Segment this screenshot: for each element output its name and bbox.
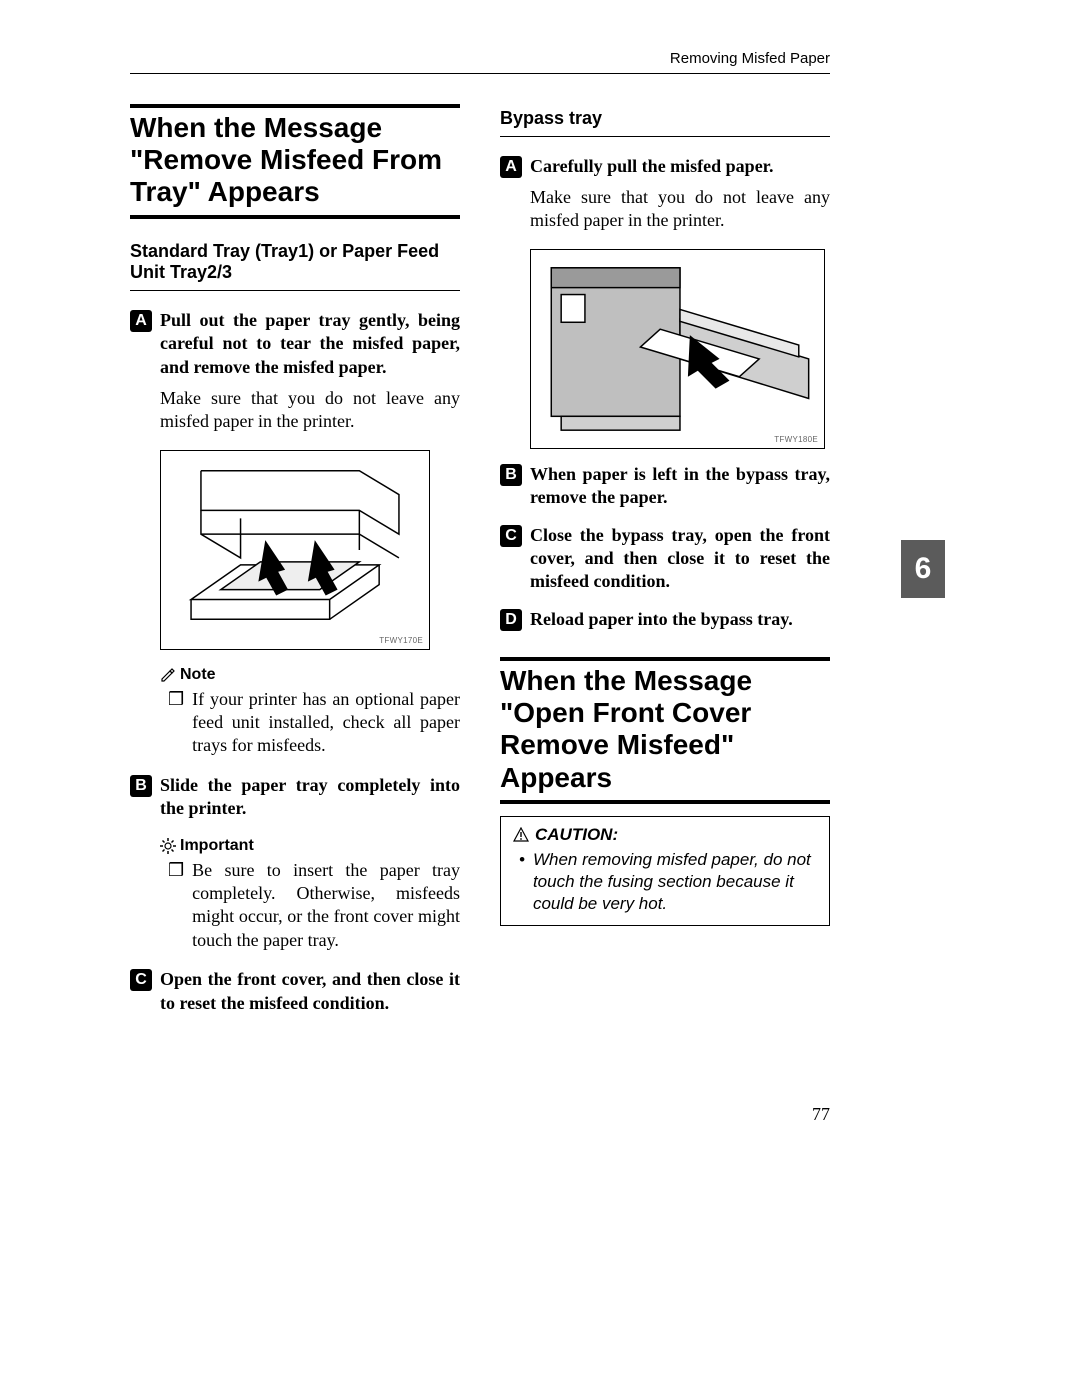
note-heading: Note <box>160 666 460 684</box>
caution-text: • When removing misfed paper, do not tou… <box>519 849 817 915</box>
step-a-body: Make sure that you do not leave any misf… <box>160 387 460 434</box>
section-heading-open-front-cover: When the Message "Open Front Cover Remov… <box>500 665 830 804</box>
thumb-tab-chapter: 6 <box>901 540 945 598</box>
step-icon-d: D <box>500 609 522 631</box>
subheading-standard-tray: Standard Tray (Tray1) or Paper Feed Unit… <box>130 241 460 291</box>
caution-box: CAUTION: • When removing misfed paper, d… <box>500 816 830 926</box>
figure-bypass: TFWY180E <box>530 249 825 449</box>
step-c-text: Open the front cover, and then close it … <box>160 968 460 1015</box>
step-b-r-text: When paper is left in the bypass tray, r… <box>530 463 830 510</box>
step-a: A Pull out the paper tray gently, being … <box>130 309 460 379</box>
left-column: When the Message "Remove Misfeed From Tr… <box>130 104 460 1015</box>
step-a-text: Pull out the paper tray gently, being ca… <box>160 309 460 379</box>
step-icon-b: B <box>500 464 522 486</box>
page-content: Removing Misfed Paper When the Message "… <box>130 50 830 1015</box>
tray-illustration <box>161 451 429 649</box>
caution-heading: CAUTION: <box>513 825 817 845</box>
step-a-r-text: Carefully pull the misfed paper. <box>530 155 830 178</box>
step-icon-b: B <box>130 775 152 797</box>
step-d-r-text: Reload paper into the bypass tray. <box>530 608 830 631</box>
step-b: B Slide the paper tray completely into t… <box>130 774 460 821</box>
important-heading: Important <box>160 837 460 855</box>
step-icon-c: C <box>500 525 522 547</box>
subheading-bypass-tray: Bypass tray <box>500 108 830 137</box>
step-icon-a: A <box>130 310 152 332</box>
step-a-r-body: Make sure that you do not leave any misf… <box>530 186 830 233</box>
pencil-icon <box>160 667 176 683</box>
step-icon-a: A <box>500 156 522 178</box>
note-body: ❒ If your printer has an optional paper … <box>168 688 460 758</box>
step-a-r: A Carefully pull the misfed paper. <box>500 155 830 178</box>
bypass-illustration <box>531 250 824 448</box>
step-d-r: D Reload paper into the bypass tray. <box>500 608 830 631</box>
right-column: Bypass tray A Carefully pull the misfed … <box>500 104 830 1015</box>
figure-code: TFWY180E <box>774 435 818 444</box>
gear-icon <box>160 838 176 854</box>
step-icon-c: C <box>130 969 152 991</box>
step-c-r: C Close the bypass tray, open the front … <box>500 524 830 594</box>
figure-code: TFWY170E <box>379 636 423 645</box>
running-head: Removing Misfed Paper <box>130 50 830 73</box>
figure-tray: TFWY170E <box>160 450 430 650</box>
important-body: ❒ Be sure to insert the paper tray compl… <box>168 859 460 953</box>
warning-icon <box>513 827 529 843</box>
step-c: C Open the front cover, and then close i… <box>130 968 460 1015</box>
step-c-r-text: Close the bypass tray, open the front co… <box>530 524 830 594</box>
heading-rule-top <box>130 104 460 108</box>
section-heading-remove-misfeed: When the Message "Remove Misfeed From Tr… <box>130 112 460 219</box>
heading-rule-top-2 <box>500 657 830 661</box>
step-b-r: B When paper is left in the bypass tray,… <box>500 463 830 510</box>
step-b-text: Slide the paper tray completely into the… <box>160 774 460 821</box>
page-number: 77 <box>812 1104 830 1125</box>
header-rule <box>130 73 830 74</box>
